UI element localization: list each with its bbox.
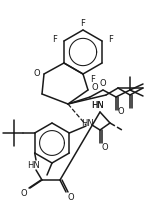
Text: O: O [100, 79, 106, 88]
Text: O: O [21, 189, 27, 197]
Text: HN: HN [82, 118, 94, 128]
Text: O: O [118, 108, 124, 117]
Text: F: F [109, 36, 114, 45]
Text: HN: HN [27, 161, 39, 170]
Text: F: F [52, 36, 57, 45]
Text: O: O [92, 83, 98, 92]
Text: F: F [91, 75, 95, 83]
Text: O: O [34, 69, 40, 79]
Text: O: O [68, 193, 74, 201]
Text: F: F [81, 19, 85, 27]
Text: HN: HN [92, 101, 104, 109]
Text: O: O [102, 142, 108, 151]
Text: HN: HN [92, 101, 104, 109]
